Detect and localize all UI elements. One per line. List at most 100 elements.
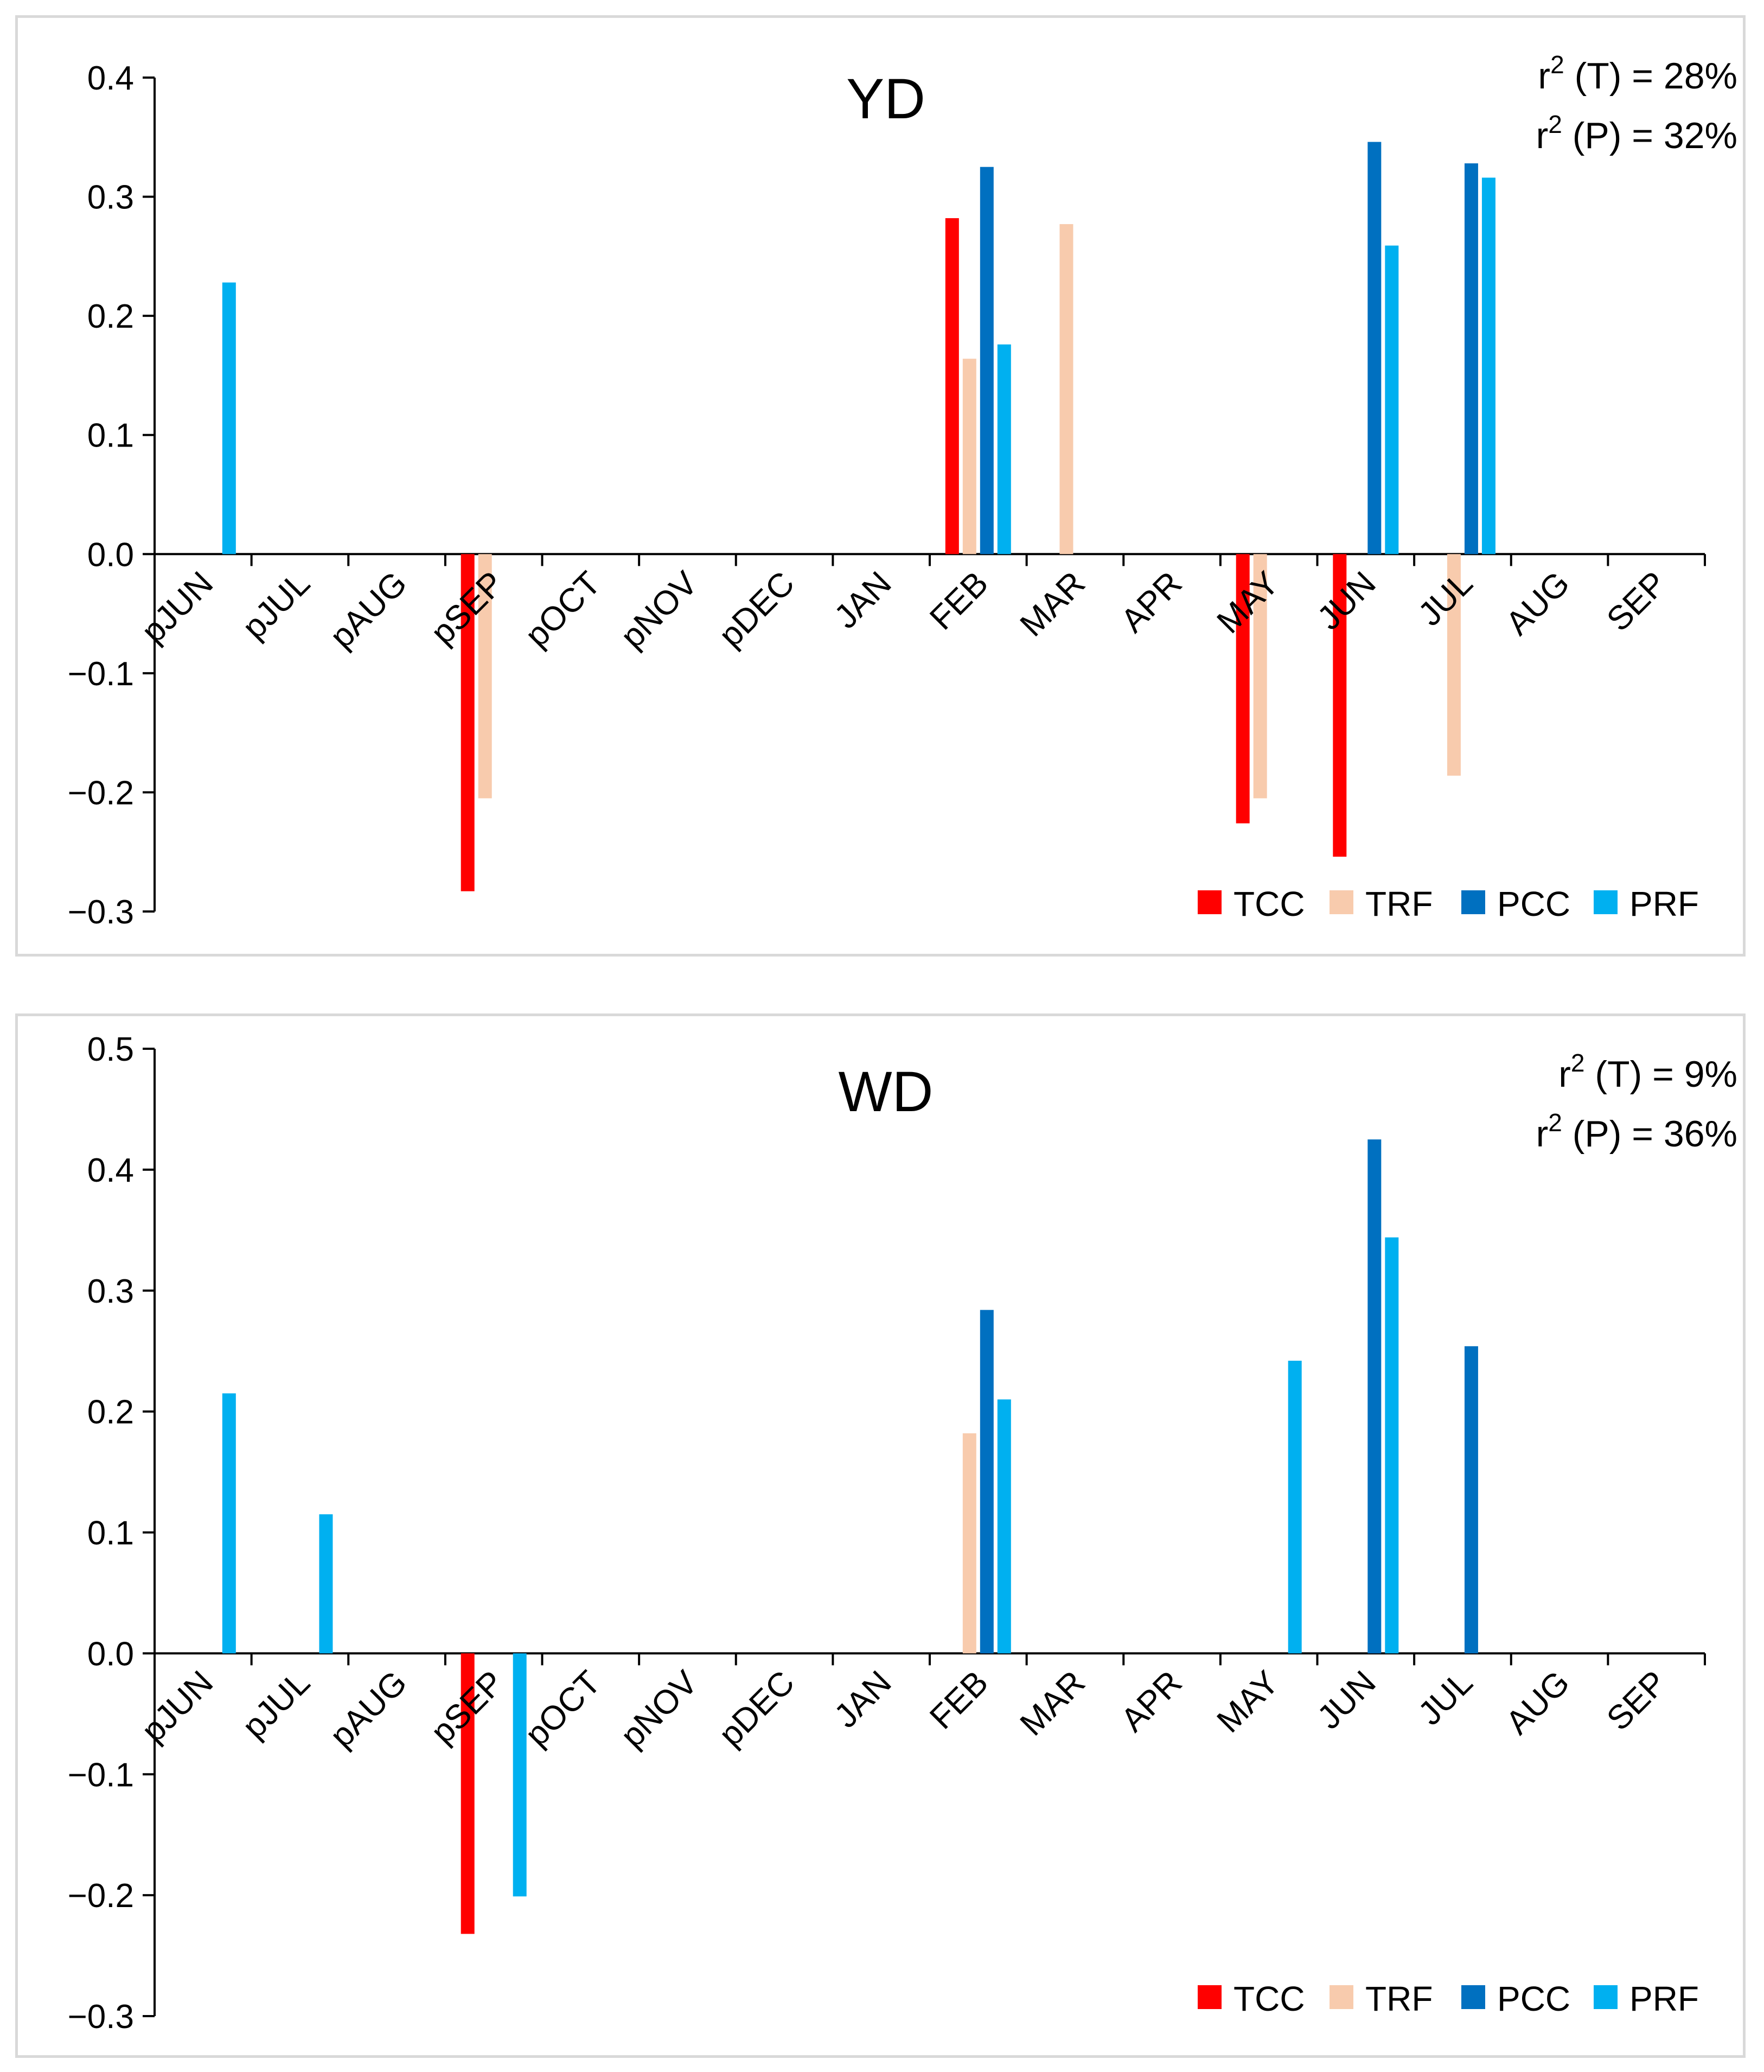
r-squared-text: (T) = 9% [1585, 1054, 1738, 1095]
x-tick-label: pNOV [613, 1663, 705, 1755]
bar-prf-jun [1385, 246, 1398, 554]
chart-wd: 0.50.40.30.20.10.0−0.1−0.2−0.3pJUNpJULpA… [18, 1016, 1743, 2055]
legend-swatch-prf [1594, 1985, 1618, 2009]
x-tick-label: SEP [1600, 1663, 1674, 1738]
x-tick-label: FEB [923, 1663, 995, 1736]
x-tick-label: JAN [827, 1663, 899, 1735]
legend-swatch-tcc [1198, 890, 1222, 914]
y-tick-label: 0.0 [87, 536, 134, 573]
r-squared-text: (T) = 28% [1564, 55, 1737, 97]
bar-pcc-jun [1367, 142, 1381, 554]
y-tick-label: −0.1 [68, 1756, 134, 1794]
x-tick-label: pOCT [518, 1663, 608, 1754]
y-tick-label: −0.2 [68, 774, 134, 812]
legend-label-tcc: TCC [1233, 1979, 1305, 2018]
bar-prf-feb [998, 1399, 1011, 1653]
bar-pcc-jul [1465, 163, 1478, 554]
chart-panel-wd: 0.50.40.30.20.10.0−0.1−0.2−0.3pJUNpJULpA… [15, 1013, 1746, 2058]
legend-swatch-prf [1594, 890, 1618, 914]
r-squared-prefix: r [1536, 115, 1549, 156]
r-squared-superscript: 2 [1548, 1108, 1562, 1137]
bar-prf-pjun [222, 283, 236, 554]
x-tick-label: pAUG [323, 564, 414, 655]
x-tick-label: JUL [1411, 1663, 1480, 1732]
x-tick-label: pNOV [613, 564, 705, 656]
legend-label-trf: TRF [1365, 884, 1433, 923]
x-tick-label: pOCT [518, 564, 608, 654]
legend-label-prf: PRF [1629, 1979, 1699, 2018]
r-squared-superscript: 2 [1548, 110, 1562, 138]
y-tick-label: 0.3 [87, 1273, 134, 1310]
x-tick-label: JUN [1311, 1663, 1383, 1736]
bar-trf-feb [963, 1433, 976, 1654]
legend-swatch-pcc [1461, 1985, 1485, 2009]
bar-prf-jun [1385, 1238, 1398, 1654]
legend-label-trf: TRF [1365, 1979, 1433, 2018]
x-tick-label: MAY [1210, 1663, 1287, 1740]
bar-pcc-feb [980, 1310, 994, 1653]
x-tick-label: pDEC [712, 1663, 802, 1754]
y-tick-label: −0.2 [68, 1877, 134, 1915]
x-tick-label: MAR [1013, 564, 1092, 643]
legend-label-tcc: TCC [1233, 884, 1305, 923]
x-tick-label: AUG [1499, 1663, 1577, 1742]
r-squared-prefix: r [1538, 55, 1550, 97]
y-tick-label: 0.2 [87, 1394, 134, 1431]
legend-swatch-trf [1330, 890, 1353, 914]
bar-prf-may [1288, 1361, 1302, 1653]
y-tick-label: 0.3 [87, 179, 134, 216]
y-tick-label: −0.1 [68, 655, 134, 693]
x-tick-label: APR [1114, 1663, 1190, 1739]
x-tick-label: SEP [1600, 564, 1674, 639]
y-tick-label: −0.3 [68, 894, 134, 931]
y-tick-label: 0.4 [87, 1152, 134, 1189]
x-tick-label: pJUN [135, 564, 220, 650]
x-tick-label: APR [1114, 564, 1190, 640]
x-tick-label: JUL [1411, 564, 1480, 633]
r-squared-superscript: 2 [1571, 1049, 1585, 1077]
bar-prf-feb [998, 345, 1011, 554]
chart-yd: 0.4 0.3 0.2 0.1 0.0 −0.1 −0.2 −0.3 pJUNpJULpAUG p… [18, 18, 1743, 954]
y-tick-label: 0.1 [87, 1515, 134, 1552]
r-squared-superscript: 2 [1550, 50, 1564, 79]
y-tick-label: 0.5 [87, 1031, 134, 1068]
y-tick-label: −0.3 [68, 1998, 134, 2036]
x-tick-label: FEB [923, 564, 995, 637]
r-squared-annotation: r2 (T) = 28% [1538, 50, 1737, 97]
bar-prf-jul [1482, 177, 1495, 554]
r-squared-prefix: r [1558, 1054, 1571, 1095]
r-squared-text: (P) = 36% [1562, 1113, 1737, 1155]
x-tick-label: pJUN [135, 1663, 220, 1749]
bar-trf-mar [1059, 224, 1073, 554]
r-squared-annotation: r2 (P) = 36% [1536, 1108, 1737, 1155]
bar-trf-feb [963, 359, 976, 554]
legend-swatch-tcc [1198, 1985, 1222, 2009]
legend-label-prf: PRF [1629, 884, 1699, 923]
r-squared-text: (P) = 32% [1562, 115, 1737, 156]
x-tick-label: pJUL [235, 1663, 317, 1745]
bar-pcc-feb [980, 167, 994, 554]
bar-prf-psep [513, 1653, 527, 1896]
r-squared-annotation: r2 (T) = 9% [1558, 1049, 1737, 1095]
y-tick-label: 0.2 [87, 298, 134, 335]
y-tick-label: 0.1 [87, 417, 134, 455]
bar-pcc-jun [1367, 1139, 1381, 1653]
legend-label-pcc: PCC [1497, 884, 1570, 923]
x-tick-label: JAN [827, 564, 899, 636]
bar-pcc-jul [1465, 1346, 1478, 1653]
legend-swatch-trf [1330, 1985, 1353, 2009]
x-tick-label: JUN [1311, 564, 1383, 637]
y-tick-label: 0.4 [87, 60, 134, 97]
chart-title: YD [846, 67, 925, 131]
bar-prf-pjul [319, 1514, 333, 1653]
x-tick-label: AUG [1499, 564, 1577, 642]
x-tick-label: pJUL [235, 564, 317, 646]
bar-prf-pjun [222, 1393, 236, 1653]
r-squared-annotation: r2 (P) = 32% [1536, 110, 1737, 156]
x-tick-label: pAUG [323, 1663, 414, 1755]
legend-swatch-pcc [1461, 890, 1485, 914]
r-squared-prefix: r [1536, 1113, 1549, 1155]
bar-tcc-feb [945, 218, 959, 554]
chart-panel-yd: 0.4 0.3 0.2 0.1 0.0 −0.1 −0.2 −0.3 pJUNpJULpAUG p… [15, 15, 1746, 957]
chart-title: WD [839, 1060, 934, 1124]
